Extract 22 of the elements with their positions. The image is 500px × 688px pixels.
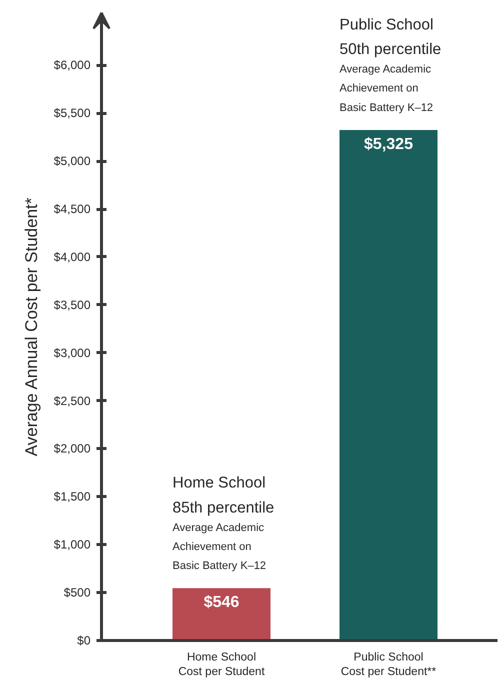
y-tick-label: $5,500 bbox=[54, 106, 91, 120]
x-tick-label: Public School Cost per Student** bbox=[340, 652, 437, 678]
annotation: Average Academic Achievement on Basic Battery K–12 bbox=[340, 64, 434, 114]
annotation: Public School 50th percentile bbox=[340, 16, 442, 58]
y-tick-label: $1,500 bbox=[54, 490, 91, 504]
y-tick-label: $4,500 bbox=[54, 202, 91, 216]
annotation: Average Academic Achievement on Basic Battery K–12 bbox=[172, 522, 266, 572]
y-tick-label: $4,000 bbox=[54, 250, 91, 264]
y-tick-label: $6,000 bbox=[54, 58, 91, 72]
data-label: $5,325 bbox=[364, 136, 414, 153]
y-tick-label: $3,000 bbox=[54, 346, 91, 360]
y-tick-label: $0 bbox=[77, 634, 91, 648]
annotation: Home School 85th percentile bbox=[172, 474, 274, 516]
data-label: $546 bbox=[204, 594, 240, 612]
y-axis-title: Average Annual Cost per Student* bbox=[22, 197, 41, 456]
y-tick-label: $5,000 bbox=[54, 154, 91, 168]
y-tick-label: $2,500 bbox=[54, 394, 91, 408]
x-tick-label: Home School Cost per Student bbox=[178, 652, 266, 678]
y-tick-label: $500 bbox=[64, 586, 91, 600]
y-tick-label: $2,000 bbox=[54, 442, 91, 456]
y-tick-label: $3,500 bbox=[54, 298, 91, 312]
y-tick-label: $1,000 bbox=[54, 538, 91, 552]
